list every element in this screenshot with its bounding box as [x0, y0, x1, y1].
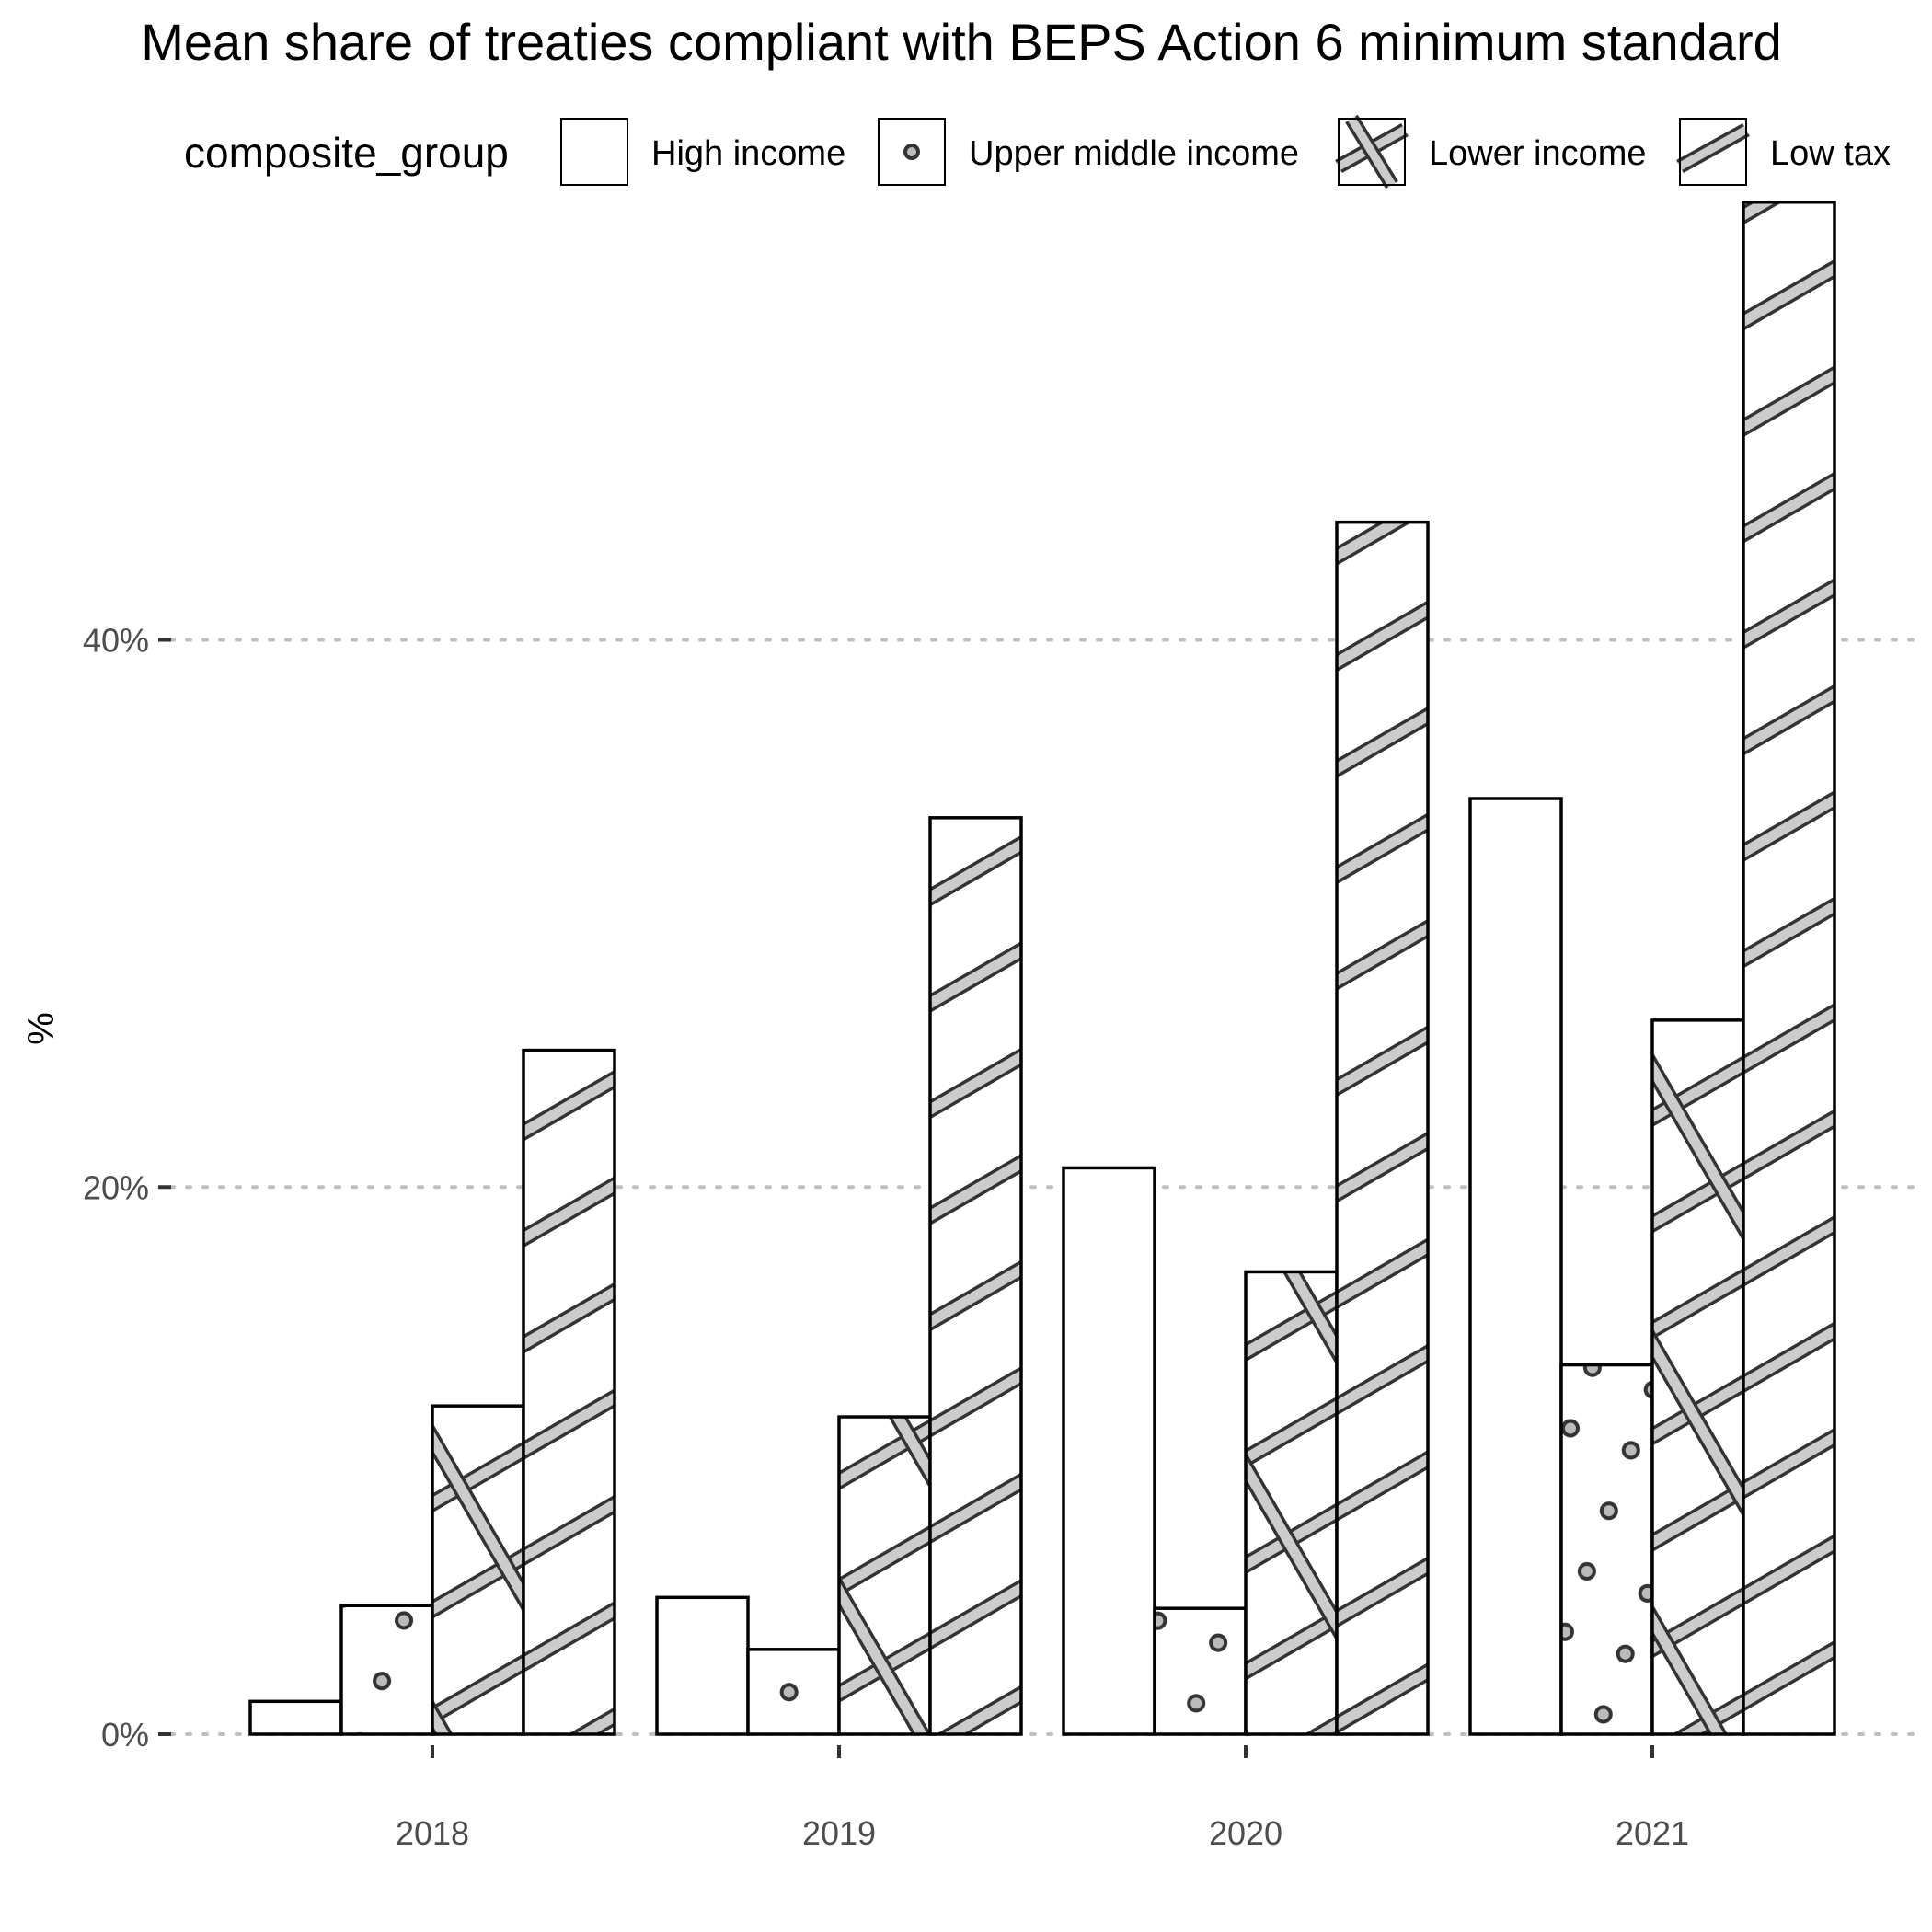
bar-outline [1468, 797, 1563, 1736]
bar-lower-income-2019 [837, 1415, 932, 1736]
bar-outline [928, 816, 1023, 1736]
bar-pattern [1337, 522, 1428, 1734]
x-tick-label: 2018 [396, 1814, 469, 1852]
y-axis-title: % [21, 1012, 62, 1045]
bar-lower-income-2018 [431, 1404, 525, 1736]
bar-pattern [839, 1417, 930, 1734]
bar-pattern [1743, 201, 1834, 1735]
legend-item-upper-middle-income: Upper middle income [878, 118, 1299, 186]
legend-key-outline [560, 118, 628, 186]
x-tick-label: 2019 [802, 1814, 876, 1852]
legend-label: High income [651, 134, 845, 173]
legend-key-pattern [903, 144, 920, 160]
bar-upper-middle-income-2018 [339, 1604, 434, 1736]
legend-item-low-tax: Low tax [1676, 118, 1891, 186]
bar-bg [250, 1701, 341, 1734]
y-tick-label: 40% [83, 622, 149, 660]
legend-key-outline [878, 118, 946, 186]
bar-outline [1335, 520, 1430, 1736]
bar-lower-income-2020 [1244, 1270, 1339, 1736]
bars [248, 200, 1836, 1736]
bar-pattern [1155, 1608, 1246, 1734]
legend-key-bg [561, 119, 627, 185]
x-axis: 2018 2019 2020 2021 [396, 1745, 1689, 1852]
legend-item-high-income: High income [560, 118, 845, 186]
bar-low-tax-2021 [1742, 200, 1836, 1736]
legend-label: Lower income [1429, 134, 1647, 173]
bar-upper-middle-income-2021 [1559, 1363, 1654, 1736]
bar-bg [657, 1597, 748, 1734]
bar-high-income-2021 [1468, 797, 1563, 1736]
bar-low-tax-2019 [928, 816, 1023, 1736]
legend-label: Upper middle income [969, 134, 1299, 173]
bar-upper-middle-income-2019 [746, 1648, 841, 1736]
legend-key-outline [1679, 118, 1747, 186]
y-tick-label: 0% [101, 1716, 149, 1754]
bar-high-income-2020 [1062, 1166, 1156, 1736]
bar-pattern [748, 1649, 839, 1734]
bar-pattern [1652, 1019, 1743, 1734]
bar-pattern [432, 1406, 523, 1734]
bar-high-income-2018 [248, 1699, 343, 1736]
bar-outline [1742, 200, 1836, 1736]
legend-item-lower-income: Lower income [1335, 114, 1647, 190]
legend-label: Low tax [1770, 134, 1891, 173]
legend-key-pattern [1677, 126, 1749, 170]
y-tick-label: 20% [83, 1168, 149, 1206]
bar-low-tax-2018 [522, 1048, 616, 1736]
bar-outline [1062, 1166, 1156, 1736]
bar-outline [522, 1048, 616, 1736]
legend-key-pattern [1348, 116, 1396, 188]
legend-title: composite_group [184, 129, 509, 177]
bar-pattern [523, 1050, 615, 1734]
y-axis: 0% 20% 40% [83, 622, 171, 1754]
bar-high-income-2019 [655, 1595, 750, 1736]
bar-pattern [1246, 1271, 1337, 1734]
x-tick-label: 2021 [1616, 1814, 1689, 1852]
bar-low-tax-2020 [1335, 520, 1430, 1736]
bar-pattern [1561, 1364, 1652, 1734]
legend: composite_group High income Upper middle i… [184, 114, 1891, 190]
bar-pattern [341, 1605, 432, 1734]
bar-upper-middle-income-2020 [1153, 1606, 1248, 1736]
legend-key-outline [1338, 118, 1406, 186]
bar-pattern [930, 817, 1021, 1734]
bar-bg [1470, 799, 1561, 1734]
chart-title: Mean share of treaties compliant with BE… [141, 13, 1782, 71]
bar-bg [1064, 1167, 1155, 1734]
x-tick-label: 2020 [1209, 1814, 1282, 1852]
bar-lower-income-2021 [1650, 1018, 1745, 1736]
